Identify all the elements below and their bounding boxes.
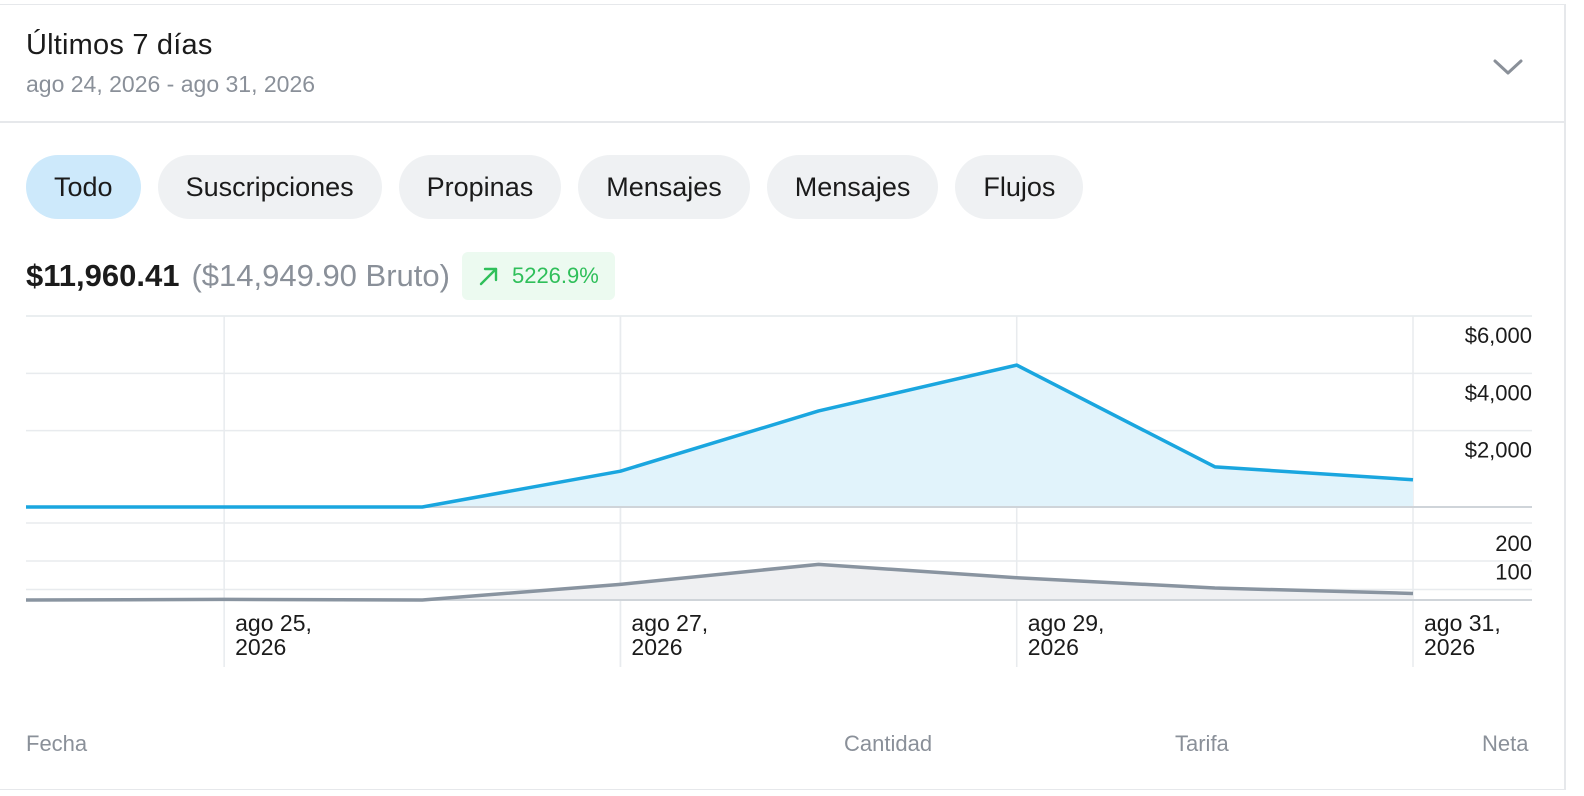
xtick-label: ago 27, [631, 610, 708, 636]
xtick-label-year: 2026 [1424, 634, 1475, 660]
change-badge: 5226.9% [461, 252, 615, 300]
filter-subscriptions[interactable]: Suscripciones [157, 155, 382, 219]
period-selector[interactable]: Últimos 7 días ago 24, 2026 - ago 31, 20… [0, 5, 1564, 123]
count-area [26, 564, 1413, 600]
filter-tips[interactable]: Propinas [398, 155, 562, 219]
count-ytick-label: 100 [1495, 560, 1532, 585]
count-series-line [25, 562, 1414, 602]
xtick-label-year: 2026 [1028, 634, 1079, 660]
earnings-summary: $11,960.41 ($14,949.90 Bruto) 5226.9% [26, 251, 615, 301]
transactions-table-header: Fecha Cantidad Tarifa Neta [0, 731, 1564, 771]
xtick-label: ago 29, [1028, 610, 1105, 636]
filter-streams[interactable]: Flujos [955, 155, 1084, 219]
net-amount: $11,960.41 [26, 258, 180, 293]
count-ytick-label: 200 [1495, 531, 1532, 556]
amount-ytick-label: $2,000 [1465, 438, 1532, 463]
xtick-label-year: 2026 [631, 634, 682, 660]
period-title: Últimos 7 días [26, 29, 213, 61]
xtick-label: ago 31, [1424, 610, 1501, 636]
amount-area [26, 365, 1413, 507]
filter-chips: Todo Suscripciones Propinas Mensajes Men… [26, 155, 1084, 219]
earnings-card: Últimos 7 días ago 24, 2026 - ago 31, 20… [0, 4, 1566, 790]
chevron-down-icon[interactable] [1490, 49, 1526, 85]
change-value: 5226.9% [511, 263, 599, 288]
gross-amount: ($14,949.90 Bruto) [191, 258, 450, 293]
column-net[interactable]: Neta [1482, 731, 1529, 756]
xtick-label: ago 25, [235, 610, 312, 636]
amount-ytick-label: $6,000 [1465, 323, 1532, 348]
amount-series-line [26, 363, 1414, 509]
column-amount[interactable]: Cantidad [844, 731, 933, 756]
column-date[interactable]: Fecha [26, 731, 88, 756]
arrow-up-right-icon [479, 267, 498, 286]
column-fee[interactable]: Tarifa [1175, 731, 1229, 756]
filter-messages[interactable]: Mensajes [578, 155, 750, 219]
amount-ytick-label: $4,000 [1465, 380, 1532, 405]
xtick-label-year: 2026 [235, 634, 286, 660]
filter-messages-2[interactable]: Mensajes [766, 155, 939, 219]
filter-all[interactable]: Todo [26, 155, 141, 219]
period-range: ago 24, 2026 - ago 31, 2026 [26, 71, 316, 97]
